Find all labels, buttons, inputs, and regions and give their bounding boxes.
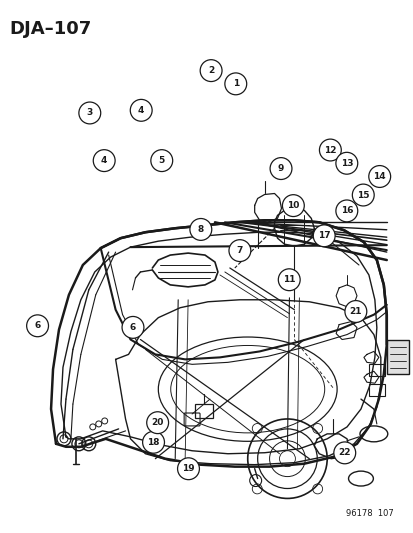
Text: 21: 21: [349, 307, 361, 316]
Text: 7: 7: [236, 246, 242, 255]
Text: 20: 20: [151, 418, 164, 427]
Bar: [368, 365, 384, 376]
Circle shape: [333, 442, 355, 464]
Circle shape: [224, 73, 246, 95]
Text: 8: 8: [197, 225, 204, 234]
Circle shape: [228, 240, 250, 262]
Text: 4: 4: [101, 156, 107, 165]
Text: 9: 9: [277, 164, 283, 173]
Circle shape: [351, 184, 373, 206]
Circle shape: [93, 150, 115, 172]
Bar: [195, 404, 212, 418]
Circle shape: [335, 200, 357, 222]
Circle shape: [26, 315, 48, 337]
Text: 4: 4: [138, 106, 144, 115]
Circle shape: [177, 458, 199, 480]
Text: 12: 12: [323, 146, 336, 155]
Text: 3: 3: [86, 109, 93, 117]
Circle shape: [122, 317, 144, 338]
Circle shape: [79, 102, 100, 124]
Text: 6: 6: [34, 321, 40, 330]
Text: DJA–107: DJA–107: [9, 20, 91, 38]
Text: 14: 14: [373, 172, 385, 181]
Text: 22: 22: [338, 448, 350, 457]
Text: 15: 15: [356, 190, 369, 199]
Circle shape: [146, 412, 168, 434]
Circle shape: [269, 158, 291, 180]
Text: 10: 10: [287, 201, 299, 210]
Text: 6: 6: [130, 323, 136, 332]
Circle shape: [278, 269, 299, 290]
Circle shape: [190, 219, 211, 240]
Circle shape: [319, 139, 340, 161]
Bar: [386, 340, 408, 374]
Circle shape: [313, 225, 334, 247]
Bar: [368, 384, 384, 396]
Circle shape: [142, 431, 164, 453]
Circle shape: [130, 99, 152, 121]
Text: 5: 5: [158, 156, 164, 165]
Circle shape: [344, 301, 366, 322]
Circle shape: [335, 152, 357, 174]
Circle shape: [368, 166, 390, 188]
Text: 96178  107: 96178 107: [345, 510, 393, 518]
Circle shape: [282, 195, 304, 216]
Text: 13: 13: [340, 159, 352, 168]
Text: 2: 2: [207, 66, 214, 75]
Circle shape: [150, 150, 172, 172]
Text: 19: 19: [182, 464, 195, 473]
Text: 16: 16: [340, 206, 352, 215]
Text: 1: 1: [232, 79, 238, 88]
Text: 17: 17: [317, 231, 330, 240]
Text: 18: 18: [147, 438, 159, 447]
Text: 11: 11: [282, 275, 295, 284]
Circle shape: [200, 60, 221, 82]
